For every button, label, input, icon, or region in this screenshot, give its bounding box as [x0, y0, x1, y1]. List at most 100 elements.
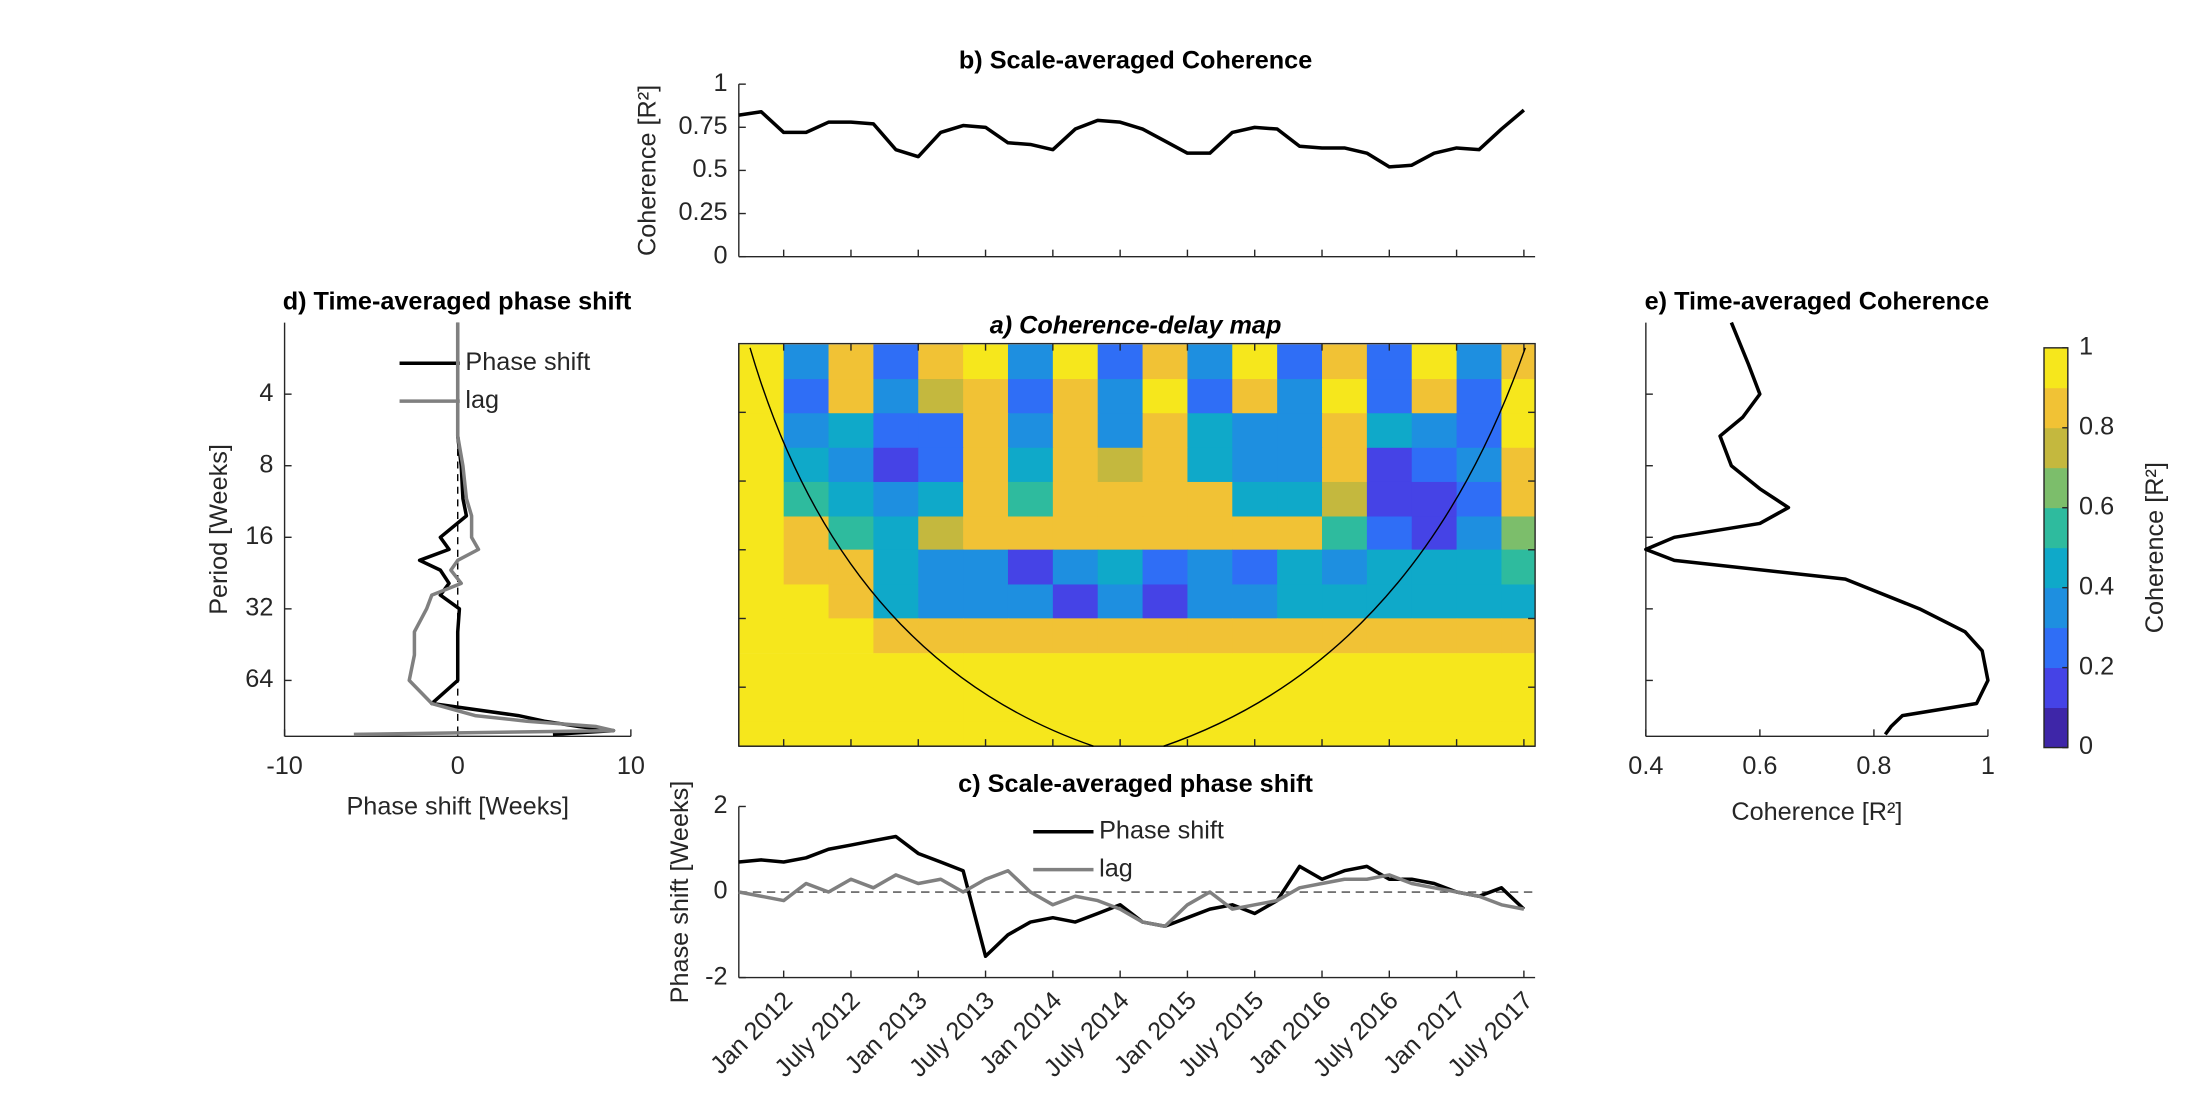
heatmap-cell	[783, 413, 830, 449]
heatmap-cell	[1277, 447, 1323, 483]
heatmap-cell	[1366, 549, 1413, 585]
heatmap-cell	[1501, 344, 1536, 380]
heatmap-cell	[783, 653, 830, 689]
heatmap-cell	[1501, 481, 1536, 518]
heatmap-cell	[1501, 516, 1536, 552]
heatmap-cell	[828, 653, 875, 689]
heatmap-cell	[1277, 481, 1323, 518]
heatmap-cell	[783, 618, 830, 654]
heatmap-cell	[873, 516, 919, 552]
heatmap-cell	[1411, 344, 1458, 380]
heatmap-cell	[873, 447, 919, 483]
heatmap-cell	[828, 379, 875, 415]
heatmap-cell	[1366, 687, 1413, 723]
heatmap-cell	[1007, 413, 1054, 449]
heatmap-cell	[783, 447, 830, 483]
heatmap-cell	[1232, 584, 1278, 620]
heatmap-cell	[1007, 687, 1054, 723]
colorbar-box	[2043, 347, 2069, 749]
heatmap-cell	[1142, 413, 1189, 449]
heatmap-cell	[1322, 653, 1368, 689]
y-tick-label: 0.75	[678, 112, 727, 140]
heatmap-cell	[1411, 481, 1458, 518]
legend-label: Phase shift	[465, 348, 590, 376]
heatmap-cell	[828, 687, 875, 723]
colorbar-swatch	[2044, 587, 2068, 629]
heatmap-cell	[828, 413, 875, 449]
heatmap-cell	[1456, 721, 1503, 747]
heatmap-cell	[1232, 447, 1278, 483]
heatmap-cell	[1007, 584, 1054, 620]
heatmap-cell	[1322, 549, 1368, 585]
heatmap-cell	[1232, 413, 1278, 449]
heatmap-cell	[1322, 584, 1368, 620]
y-axis-label: Phase shift [Weeks]	[666, 781, 694, 1004]
heatmap-cell	[1411, 549, 1458, 585]
heatmap-cell	[1187, 413, 1233, 449]
heatmap-cell	[783, 584, 830, 620]
heatmap-cell	[1322, 516, 1368, 552]
heatmap-cell	[1456, 653, 1503, 689]
heatmap-cell	[1322, 687, 1368, 723]
heatmap-cell	[963, 549, 1009, 585]
heatmap-cell	[1142, 653, 1189, 689]
colorbar-label: Coherence [R²]	[2141, 462, 2169, 633]
series-line	[353, 322, 616, 737]
heatmap-cell	[1366, 653, 1413, 689]
heatmap-cell	[1232, 516, 1278, 552]
heatmap-cells	[738, 344, 1536, 747]
heatmap-cell	[1187, 653, 1233, 689]
heatmap-cell	[1142, 344, 1189, 380]
heatmap-cell	[918, 516, 964, 552]
y-axis-label: Coherence [R²]	[634, 85, 662, 256]
heatmap-cell	[1322, 344, 1368, 380]
heatmap-cell	[1501, 687, 1536, 723]
heatmap-cell	[1366, 413, 1413, 449]
heatmap-cell	[1007, 481, 1054, 518]
y-tick-label: -2	[705, 962, 727, 990]
heatmap-cell	[1277, 584, 1323, 620]
heatmap-cell	[1097, 413, 1144, 449]
heatmap-cell	[963, 687, 1009, 723]
heatmap-cell	[1456, 481, 1503, 518]
heatmap-cell	[1501, 721, 1536, 747]
heatmap-cell	[1456, 516, 1503, 552]
heatmap-cell	[1322, 481, 1368, 518]
heatmap-cell	[1277, 618, 1323, 654]
heatmap-cell	[1142, 549, 1189, 585]
heatmap-cell	[1187, 516, 1233, 552]
heatmap-cell	[738, 549, 785, 585]
heatmap-cell	[1277, 379, 1323, 415]
heatmap-cell	[1142, 447, 1189, 483]
heatmap-cell	[873, 653, 919, 689]
heatmap-cell	[1007, 549, 1054, 585]
heatmap-cell	[918, 584, 964, 620]
heatmap-cell	[783, 344, 830, 380]
heatmap-cell	[738, 584, 785, 620]
heatmap-cell	[1232, 481, 1278, 518]
heatmap-cell	[1187, 687, 1233, 723]
colorbar-swatch	[2044, 387, 2068, 429]
heatmap-cell	[1007, 618, 1054, 654]
figure-content: a) Coherence-delay map 0 0.2 0.4 0.6 0.8 1 Cohe…	[205, 46, 2169, 1082]
y-tick-label: 64	[245, 665, 273, 693]
y-tick-label: 0.5	[693, 155, 728, 183]
heatmap-cell	[1142, 721, 1189, 747]
heatmap-cell	[1411, 721, 1458, 747]
heatmap-cell	[918, 721, 964, 747]
heatmap-cell	[1456, 584, 1503, 620]
heatmap-cell	[873, 549, 919, 585]
heatmap-cell	[1456, 549, 1503, 585]
heatmap-cell	[1097, 516, 1144, 552]
heatmap-cell	[738, 721, 785, 747]
heatmap-cell	[873, 721, 919, 747]
heatmap-cell	[963, 447, 1009, 483]
heatmap-cell	[873, 344, 919, 380]
heatmap-cell	[738, 344, 785, 380]
heatmap-cell	[1007, 379, 1054, 415]
heatmap-cell	[1277, 653, 1323, 689]
heatmap-cell	[1501, 549, 1536, 585]
colorbar-tick-label: 0	[2079, 732, 2093, 760]
x-tick-label: 1	[1981, 752, 1995, 780]
